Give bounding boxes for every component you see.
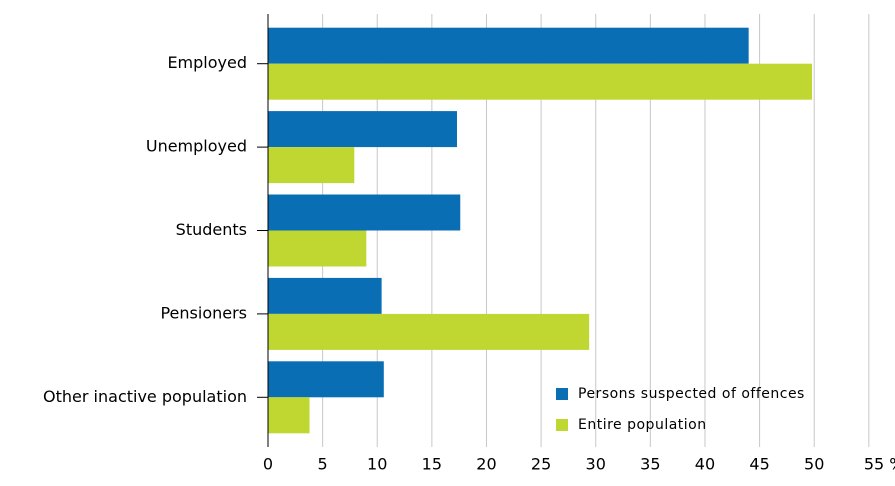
x-tick-label: 45 <box>749 455 769 474</box>
bar <box>268 230 367 267</box>
legend-swatch <box>556 388 568 400</box>
legend-swatch <box>556 419 568 431</box>
y-tick-label: Employed <box>167 53 247 72</box>
x-tick-label: 25 <box>531 455 551 474</box>
bar <box>268 277 382 314</box>
x-tick-label: 35 <box>640 455 660 474</box>
x-tick-label: 0 <box>263 455 273 474</box>
x-tick-label: 15 <box>422 455 442 474</box>
x-tick-label: 55 % <box>864 455 895 474</box>
x-tick-label: 10 <box>367 455 387 474</box>
bar <box>268 111 457 148</box>
bar <box>268 313 590 350</box>
y-tick-label: Other inactive population <box>43 387 247 406</box>
bar <box>268 63 813 100</box>
bar <box>268 27 749 64</box>
y-tick-label: Unemployed <box>146 137 247 156</box>
x-tick-label: 5 <box>318 455 328 474</box>
x-tick-label: 40 <box>695 455 715 474</box>
x-tick-label: 30 <box>586 455 606 474</box>
bar <box>268 147 355 184</box>
legend-label: Entire population <box>578 417 707 433</box>
x-tick-label: 20 <box>476 455 496 474</box>
y-tick-label: Students <box>176 220 247 239</box>
bar <box>268 397 310 434</box>
bar <box>268 361 384 398</box>
bar <box>268 194 461 231</box>
legend-label: Persons suspected of offences <box>578 386 805 402</box>
y-tick-label: Pensioners <box>160 303 247 322</box>
x-tick-label: 50 <box>804 455 824 474</box>
